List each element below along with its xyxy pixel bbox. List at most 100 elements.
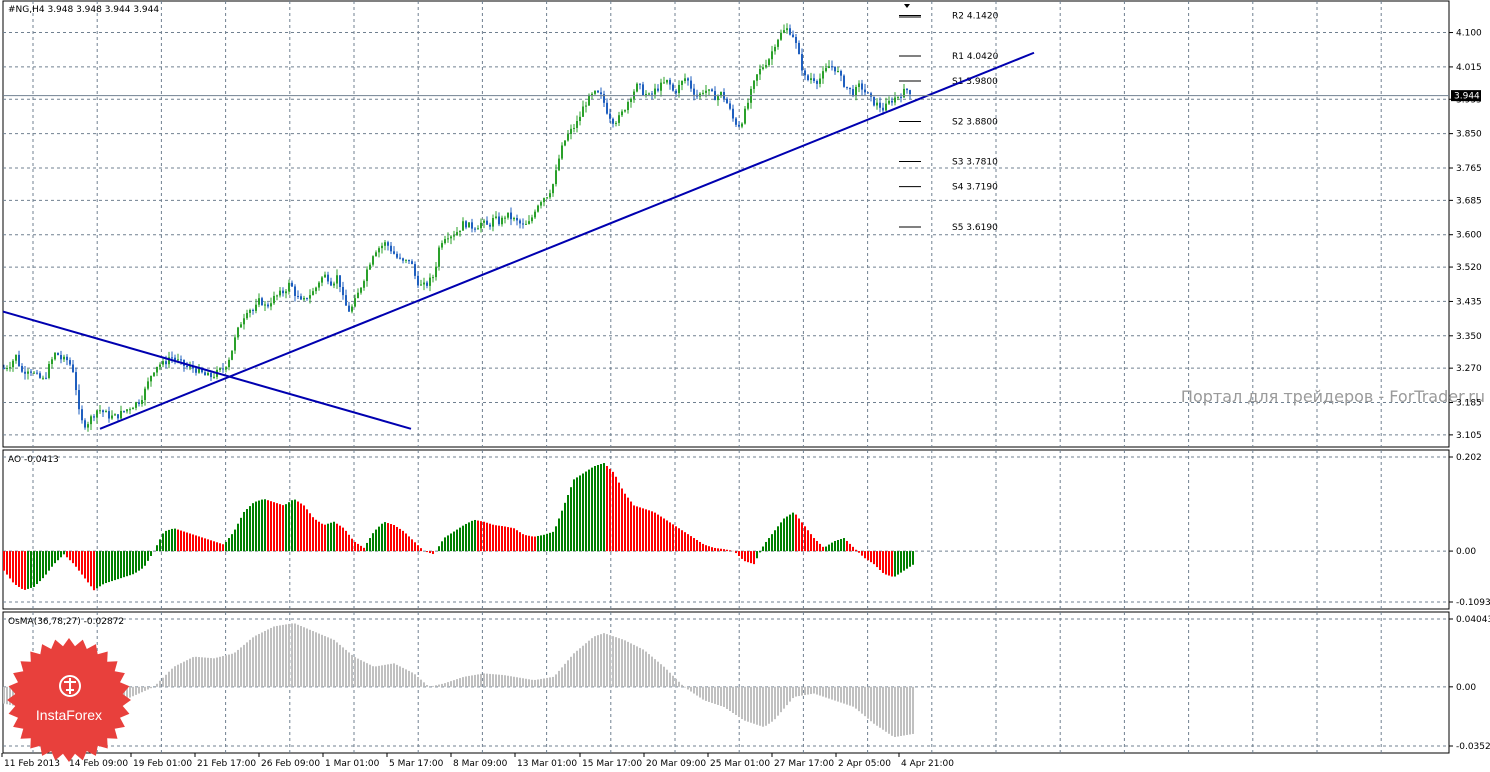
candle-body (594, 90, 596, 94)
candle-body (186, 365, 188, 368)
candle-body (300, 296, 302, 300)
candle-body (438, 247, 440, 267)
candle-body (429, 277, 431, 286)
candle-body (477, 228, 479, 230)
candle-body (150, 375, 152, 382)
candle-body (843, 75, 845, 87)
candle-body (342, 287, 344, 296)
candle-body (135, 402, 137, 408)
price-axis: 4.1004.0153.9353.8503.7653.6853.6003.520… (1449, 29, 1482, 441)
candle-body (744, 108, 746, 124)
candle-body (690, 80, 692, 89)
candle-body (345, 295, 347, 306)
candle-body (195, 368, 197, 373)
candle-body (87, 424, 89, 428)
candle-body (846, 86, 848, 88)
candle-body (603, 94, 605, 103)
candle-body (69, 360, 71, 365)
candle-body (762, 67, 764, 69)
candle-body (498, 216, 500, 225)
candle-body (102, 410, 104, 413)
candle-body (540, 202, 542, 206)
candle-body (561, 145, 563, 159)
candle-body (447, 238, 449, 240)
price-tick-label: 3.520 (1456, 263, 1482, 273)
candle-body (858, 83, 860, 88)
time-tick-label: 1 Mar 01:00 (325, 759, 380, 769)
time-tick-label: 26 Feb 09:00 (261, 759, 320, 769)
candle-body (468, 222, 470, 228)
candle-body (657, 88, 659, 91)
candle-body (123, 410, 125, 412)
candle-body (795, 36, 797, 43)
candle-body (564, 140, 566, 146)
candle-body (801, 54, 803, 71)
ao-label: AO -0.0413 (8, 455, 59, 465)
candle-body (675, 90, 677, 94)
candle-body (621, 111, 623, 116)
candle-body (780, 32, 782, 40)
osma-axis: 0.04043 0.00 -0.03527 (1449, 615, 1490, 752)
candle-body (327, 274, 329, 282)
candle-body (867, 92, 869, 94)
candle-body (537, 205, 539, 212)
candle-body (324, 274, 326, 278)
candle-body (18, 354, 20, 367)
candle-body (903, 88, 905, 98)
candle-body (771, 51, 773, 60)
candle-body (702, 92, 704, 94)
candle-body (252, 309, 254, 311)
candle-body (159, 364, 161, 367)
candle-body (717, 96, 719, 101)
candle-body (60, 355, 62, 360)
time-tick-label: 19 Feb 01:00 (133, 759, 192, 769)
candle-body (228, 359, 230, 368)
candle-body (681, 81, 683, 85)
candle-body (711, 89, 713, 92)
candle-body (3, 368, 5, 370)
candle-body (582, 106, 584, 117)
candle-body (303, 297, 305, 300)
candle-body (399, 257, 401, 259)
candle-body (54, 352, 56, 360)
candle-body (285, 291, 287, 294)
price-tick-label: 3.685 (1456, 196, 1482, 206)
candle-body (558, 158, 560, 171)
candle-body (312, 291, 314, 296)
candle-body (39, 373, 41, 378)
trendlines (2, 51, 1035, 430)
candle-body (162, 361, 164, 365)
candle-body (636, 83, 638, 92)
candle-body (825, 68, 827, 72)
price-tick-label: 3.600 (1456, 231, 1482, 241)
shift-marker-icon[interactable] (904, 4, 910, 8)
candle-body (885, 103, 887, 111)
candle-body (552, 184, 554, 194)
candle-body (549, 193, 551, 198)
candle-body (741, 123, 743, 127)
candle-body (612, 118, 614, 124)
candle-body (21, 366, 23, 372)
price-tick-label: 3.435 (1456, 297, 1482, 307)
candle-body (81, 409, 83, 421)
candle-body (726, 98, 728, 104)
osma-tick-label: 0.00 (1456, 683, 1476, 693)
candle-body (894, 97, 896, 103)
candle-body (288, 282, 290, 292)
candle-body (273, 295, 275, 304)
candle-body (384, 242, 386, 246)
candle-body (204, 372, 206, 376)
candle-body (339, 275, 341, 288)
candle-body (294, 286, 296, 296)
candle-body (768, 59, 770, 66)
candle-body (390, 245, 392, 252)
candle-body (75, 372, 77, 391)
logo-text: InstaForex (36, 707, 102, 723)
candle-body (261, 298, 263, 306)
candle-body (606, 102, 608, 114)
candle-body (639, 83, 641, 85)
candle-body (111, 415, 113, 419)
candle-body (852, 89, 854, 96)
candle-body (192, 366, 194, 369)
candle-body (189, 366, 191, 368)
